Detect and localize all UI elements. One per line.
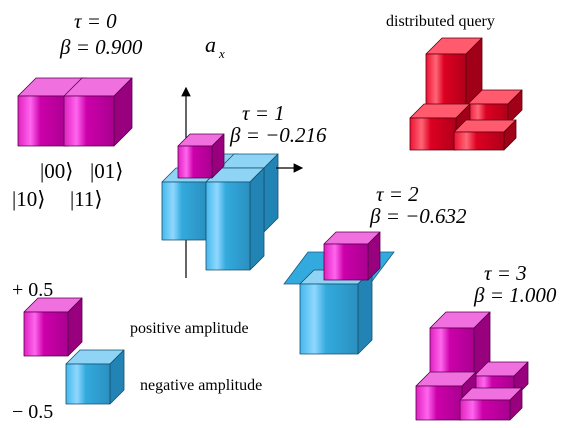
basis-state-00: |00⟩ xyxy=(40,159,73,183)
cube-group-tau-1 xyxy=(161,133,279,271)
beta-1-label: β = −0.216 xyxy=(229,123,327,147)
axis-label-a: a xyxy=(205,32,216,57)
panel-tau-1: τ = 1 β = −0.216 xyxy=(161,86,327,278)
bar-tau3-front-right xyxy=(459,387,523,421)
beta-2-label: β = −0.632 xyxy=(369,204,467,228)
tau-0-label: τ = 0 xyxy=(74,9,117,33)
axis-label: a x xyxy=(205,32,225,61)
bar-tau1-positive xyxy=(177,133,225,179)
axis-label-subscript: x xyxy=(218,46,225,61)
legend-negative-label: negative amplitude xyxy=(140,377,262,394)
cube-01 xyxy=(63,77,133,147)
bar-tau2-negative xyxy=(299,269,373,355)
cube-group-tau-2 xyxy=(299,231,381,355)
beta-0-label: β = 0.900 xyxy=(59,35,143,59)
panel-tau-2: τ = 2 β = −0.632 xyxy=(283,182,467,355)
distributed-query: distributed query xyxy=(386,13,523,151)
beta-3-label: β = 1.000 xyxy=(473,283,557,307)
legend: + 0.5 − 0.5 positive amplitude negative … xyxy=(12,279,262,423)
panel-tau-3: τ = 3 β = 1.000 xyxy=(415,261,557,421)
tau-1-label: τ = 1 xyxy=(242,101,285,125)
legend-plus-label: + 0.5 xyxy=(12,279,53,301)
cube-group-tau-0 xyxy=(17,77,133,147)
legend-negative-cube xyxy=(65,349,125,405)
panel-tau-0: τ = 0 β = 0.900 |00⟩ |01⟩ |10⟩ |11⟩ xyxy=(12,9,143,211)
legend-minus-label: − 0.5 xyxy=(12,401,53,423)
legend-positive-label: positive amplitude xyxy=(130,320,249,337)
bar-tau1-front-right xyxy=(205,167,265,271)
tau-2-label: τ = 2 xyxy=(376,182,419,206)
query-block-front-right xyxy=(453,119,517,151)
query-label: distributed query xyxy=(386,13,495,30)
basis-state-10: |10⟩ xyxy=(12,187,45,211)
bar-tau2-positive xyxy=(323,231,381,281)
tau-3-label: τ = 3 xyxy=(484,261,527,285)
legend-positive-cube xyxy=(23,297,83,357)
query-block-right-back xyxy=(467,89,523,125)
basis-state-01: |01⟩ xyxy=(90,159,123,183)
basis-state-11: |11⟩ xyxy=(70,187,103,211)
